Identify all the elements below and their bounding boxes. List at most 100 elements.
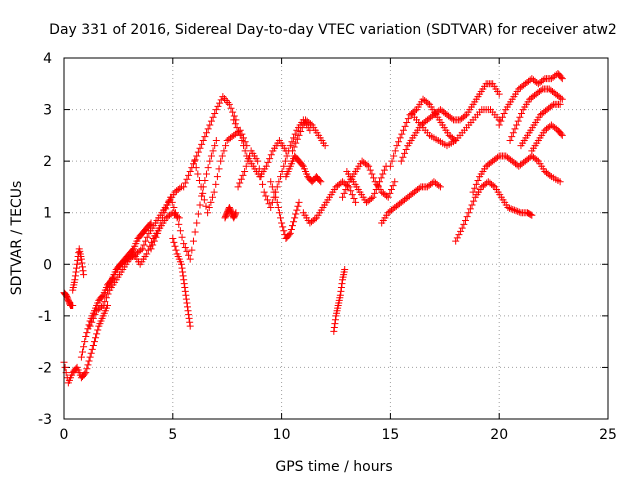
data-point xyxy=(458,224,466,232)
data-point xyxy=(237,175,245,183)
data-point xyxy=(210,188,218,196)
data-point xyxy=(61,363,69,371)
data-point xyxy=(508,133,516,141)
data-point xyxy=(513,121,521,129)
series-track-25 xyxy=(506,85,566,145)
x-tick-label: 5 xyxy=(168,427,177,443)
data-point xyxy=(397,157,405,165)
data-point xyxy=(84,361,92,369)
y-tick-label: -3 xyxy=(38,412,52,428)
data-point xyxy=(73,264,81,272)
data-point xyxy=(339,193,347,201)
y-tick-label: 3 xyxy=(43,103,52,119)
data-point xyxy=(239,171,247,179)
data-point xyxy=(255,165,263,173)
data-point xyxy=(220,95,228,103)
data-point xyxy=(384,193,392,201)
data-point xyxy=(288,147,296,155)
data-point xyxy=(506,137,514,145)
data-point xyxy=(557,130,565,138)
data-point xyxy=(128,251,136,259)
data-point xyxy=(291,214,299,222)
plot-frame xyxy=(63,57,609,420)
data-point xyxy=(227,104,235,112)
data-point xyxy=(293,135,301,143)
data-point xyxy=(182,291,190,299)
data-point xyxy=(254,157,262,165)
data-point xyxy=(88,318,96,326)
data-point xyxy=(71,272,79,280)
data-point xyxy=(495,121,503,129)
data-point xyxy=(211,109,219,117)
data-point xyxy=(470,197,478,205)
data-point xyxy=(194,148,202,156)
data-point xyxy=(192,164,200,172)
data-point xyxy=(147,245,155,253)
data-point xyxy=(277,214,285,222)
data-point xyxy=(87,349,95,357)
data-point xyxy=(160,209,168,217)
data-point xyxy=(98,303,106,311)
data-point xyxy=(514,207,522,215)
data-point xyxy=(236,131,244,139)
data-point xyxy=(143,233,151,241)
data-point xyxy=(396,134,404,142)
data-point xyxy=(194,210,202,218)
x-tick-label: 15 xyxy=(381,427,399,443)
data-point xyxy=(436,183,444,191)
data-point xyxy=(184,307,192,315)
data-point xyxy=(331,316,339,324)
data-point xyxy=(424,99,432,107)
data-point xyxy=(170,238,178,246)
data-point xyxy=(516,113,524,121)
data-point xyxy=(169,235,177,242)
data-point xyxy=(209,193,217,201)
data-point xyxy=(537,86,545,94)
series-track-14 xyxy=(288,116,329,155)
data-point xyxy=(393,142,401,150)
data-point xyxy=(196,144,204,152)
data-point xyxy=(204,125,212,133)
data-point xyxy=(279,223,287,231)
data-point xyxy=(401,149,409,157)
data-point xyxy=(330,327,338,335)
data-point xyxy=(435,182,443,190)
series-track-17 xyxy=(339,157,399,201)
data-point xyxy=(260,188,268,196)
data-point xyxy=(181,179,189,187)
data-point xyxy=(175,220,183,228)
data-point xyxy=(104,286,112,294)
data-point xyxy=(336,291,344,299)
data-point xyxy=(83,329,91,337)
data-point xyxy=(74,256,82,264)
data-point xyxy=(163,201,171,209)
data-point xyxy=(191,228,199,236)
data-point xyxy=(193,152,201,160)
data-point xyxy=(350,195,358,203)
data-point xyxy=(557,73,565,81)
data-point xyxy=(229,108,237,116)
data-point xyxy=(558,131,566,139)
data-point xyxy=(262,162,270,170)
data-point xyxy=(186,255,194,263)
data-point xyxy=(298,124,306,132)
x-axis-title: GPS time / hours xyxy=(275,459,392,475)
data-point xyxy=(217,157,225,165)
data-point xyxy=(372,186,380,194)
data-point xyxy=(201,133,209,141)
data-point xyxy=(189,237,197,245)
data-point xyxy=(157,219,165,227)
y-tick-label: -1 xyxy=(38,309,52,325)
data-point xyxy=(232,209,240,217)
data-point xyxy=(286,142,294,150)
series-track-02 xyxy=(60,289,77,310)
data-point xyxy=(209,113,217,121)
data-point xyxy=(448,115,456,123)
data-point xyxy=(262,192,270,200)
data-point xyxy=(460,220,468,228)
data-point xyxy=(179,268,187,276)
data-point xyxy=(497,117,505,125)
data-point xyxy=(489,182,497,190)
data-point xyxy=(546,171,554,179)
